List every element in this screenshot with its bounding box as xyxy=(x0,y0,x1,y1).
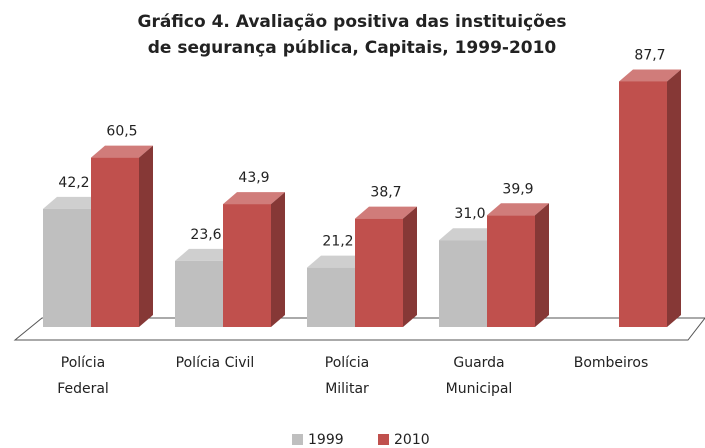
data-label: 23,6 xyxy=(190,227,221,243)
chart-title: Gráfico 4. Avaliação positiva das instit… xyxy=(137,12,566,32)
data-label: 38,7 xyxy=(370,185,401,201)
bar xyxy=(487,203,549,327)
legend-swatch xyxy=(378,434,389,445)
data-label: 43,9 xyxy=(238,170,269,186)
bar xyxy=(487,215,535,327)
bar-top xyxy=(91,145,153,158)
x-tick-label: Polícia xyxy=(61,355,105,371)
x-tick-label: Militar xyxy=(325,381,369,397)
bar xyxy=(355,218,403,327)
bar-top xyxy=(223,192,285,205)
chart-title: de segurança pública, Capitais, 1999-201… xyxy=(148,38,557,58)
x-tick-label: Guarda xyxy=(453,355,504,371)
bar xyxy=(223,204,271,327)
bar xyxy=(91,157,139,327)
bar-top xyxy=(619,69,681,82)
x-tick-label: Bombeiros xyxy=(574,355,649,371)
bar-top xyxy=(307,255,369,268)
bar-top xyxy=(175,248,237,261)
bar-side xyxy=(271,192,285,327)
bar-side xyxy=(667,69,681,327)
x-tick-label: Polícia xyxy=(325,355,369,371)
legend-label: 1999 xyxy=(308,432,344,448)
data-label: 42,2 xyxy=(58,175,89,191)
data-label: 31,0 xyxy=(454,206,485,222)
bar xyxy=(439,240,487,327)
bar xyxy=(91,145,153,327)
bar xyxy=(307,267,355,327)
x-tick-label: Municipal xyxy=(446,381,513,397)
bar xyxy=(175,260,223,327)
legend-label: 2010 xyxy=(394,432,430,448)
data-label: 60,5 xyxy=(106,124,137,140)
bar-side xyxy=(535,203,549,327)
bar-side xyxy=(403,206,417,327)
legend-swatch xyxy=(292,434,303,445)
bar xyxy=(619,81,667,327)
bar-top xyxy=(43,196,105,209)
x-tick-label: Polícia Civil xyxy=(176,355,255,371)
data-label: 21,2 xyxy=(322,234,353,250)
bar-top xyxy=(487,203,549,216)
bar-side xyxy=(139,145,153,327)
bar xyxy=(43,208,91,327)
data-label: 87,7 xyxy=(634,47,665,63)
bar-top xyxy=(439,228,501,241)
x-tick-label: Federal xyxy=(57,381,109,397)
bar xyxy=(619,69,681,327)
bar xyxy=(355,206,417,327)
bar-top xyxy=(355,206,417,219)
data-label: 39,9 xyxy=(502,181,533,197)
bar xyxy=(223,192,285,327)
